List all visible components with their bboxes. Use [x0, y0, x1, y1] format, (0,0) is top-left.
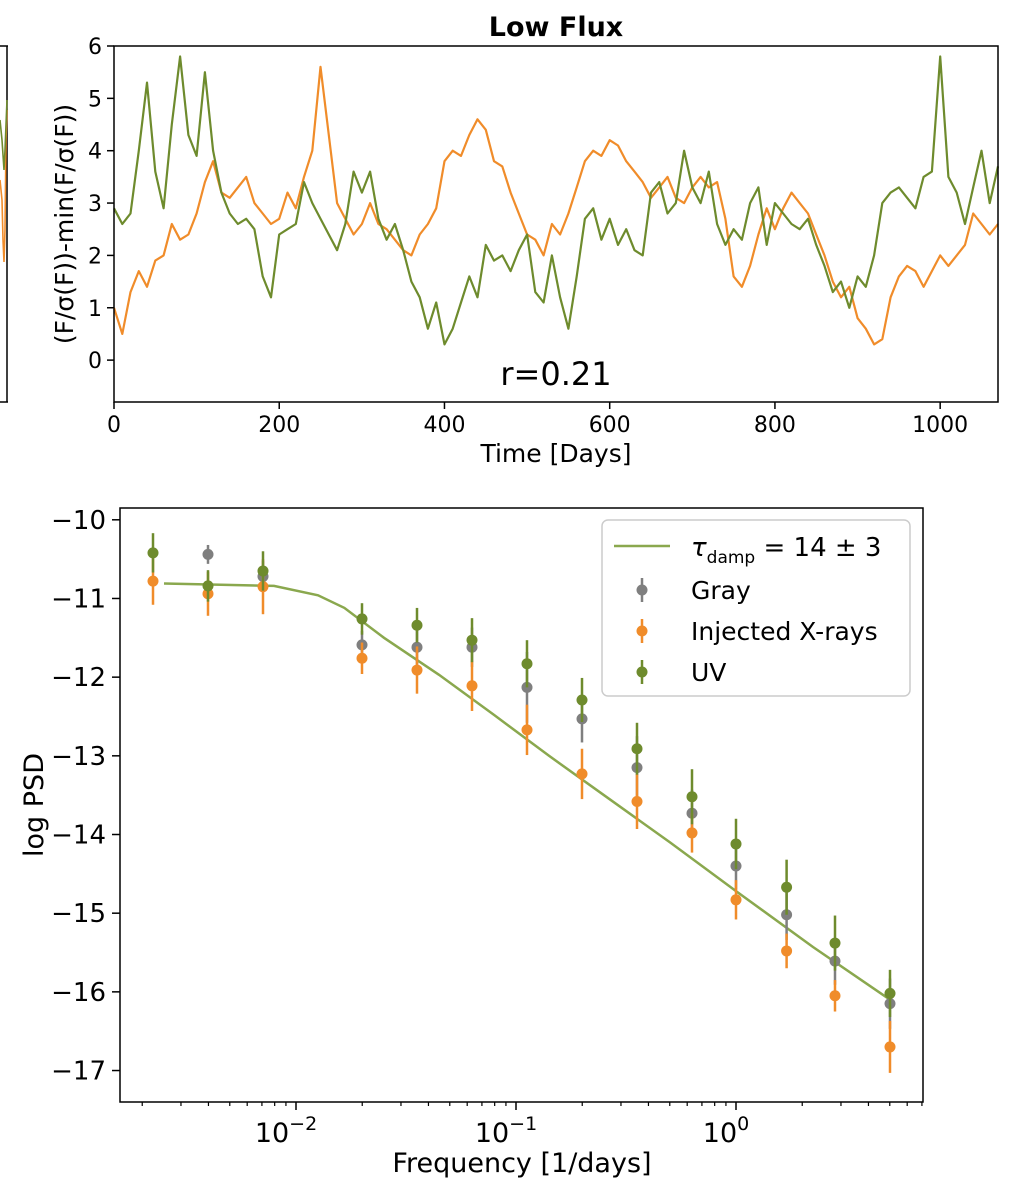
series-line-injected-x-rays — [112, 65, 999, 346]
legend-uv-marker — [636, 660, 648, 684]
data-point — [466, 634, 478, 646]
legend-frame — [601, 519, 911, 697]
data-point — [829, 937, 841, 949]
data-point — [631, 795, 643, 807]
legend-fit-label: τdamp = 14 ± 3 — [691, 533, 881, 568]
correlation-annotation: r=0.21 — [500, 355, 611, 393]
data-point — [356, 652, 368, 664]
top-y-tick-label: 1 — [88, 297, 102, 322]
legend-xray-marker — [636, 619, 648, 643]
bottom-y-tick-label: −17 — [51, 1057, 106, 1087]
bottom-plot-frame — [119, 507, 924, 1103]
bottom-y-ticks: −10 −11 −12 −13 −14 −15 −16 −17 — [51, 506, 120, 1087]
data-point — [576, 768, 588, 780]
top-x-ticks: 0 200 400 600 800 1000 — [107, 402, 968, 438]
bottom-y-tick-label: −16 — [51, 978, 106, 1008]
bottom-y-tick-label: −15 — [51, 899, 106, 929]
bottom-y-tick-label: −13 — [51, 742, 106, 772]
data-point — [202, 548, 214, 560]
neighbor-uv-fragment — [0, 99, 8, 171]
data-point — [730, 894, 742, 906]
bottom-y-axis-title: log PSD — [19, 753, 50, 857]
top-x-tick-label: 800 — [754, 413, 796, 438]
top-y-axis-title: (F/σ(F))-min(F/σ(F)) — [50, 104, 79, 344]
data-point — [686, 791, 698, 803]
data-point — [686, 827, 698, 839]
data-point — [521, 658, 533, 670]
psd-series — [147, 533, 896, 1073]
top-y-tick-label: 5 — [88, 87, 102, 112]
top-x-tick-label: 0 — [107, 413, 121, 438]
top-y-tick-label: 0 — [88, 349, 102, 374]
top-x-tick-label: 600 — [589, 413, 631, 438]
bottom-x-tick-label: 100 — [703, 1113, 749, 1149]
top-y-ticks: 0 1 2 3 4 5 6 — [88, 35, 114, 374]
data-point — [411, 664, 423, 676]
bottom-x-ticks: 10−2 10−1 100 — [141, 1102, 923, 1149]
data-point — [147, 575, 159, 587]
data-point — [781, 945, 793, 957]
data-point — [202, 580, 214, 592]
top-x-tick-label: 1000 — [912, 413, 968, 438]
top-y-tick-label: 3 — [88, 192, 102, 217]
top-x-tick-label: 200 — [258, 413, 300, 438]
light-curve-panel: Low Flux 0 200 400 600 800 1000 0 1 2 3 4 5 6 r=0.2… — [50, 12, 1000, 468]
data-point — [631, 743, 643, 755]
legend-gray-label: Gray — [691, 576, 751, 605]
data-point — [884, 1041, 896, 1053]
legend-gray-marker — [636, 578, 648, 602]
data-point — [781, 881, 793, 893]
top-y-tick-label: 2 — [88, 244, 102, 269]
data-point — [576, 694, 588, 706]
bottom-y-tick-label: −10 — [51, 506, 106, 536]
legend-xray-label: Injected X-rays — [691, 617, 878, 646]
bottom-x-tick-label: 10−1 — [475, 1113, 537, 1149]
series-uv — [147, 533, 896, 1018]
legend: τdamp = 14 ± 3 Gray Injected X-rays UV — [601, 519, 911, 697]
top-y-tick-label: 6 — [88, 35, 102, 60]
legend-uv-label: UV — [691, 658, 726, 687]
data-point — [411, 619, 423, 631]
series-line-uv — [113, 55, 1000, 346]
top-x-axis-title: Time [Days] — [479, 439, 631, 468]
data-point — [257, 565, 269, 577]
bottom-x-axis-title: Frequency [1/days] — [392, 1148, 651, 1179]
bottom-x-tick-label: 10−2 — [255, 1113, 317, 1149]
bottom-y-tick-label: −12 — [51, 663, 106, 693]
top-plot-frame — [113, 45, 999, 403]
panel-title: Low Flux — [489, 12, 623, 43]
data-point — [466, 680, 478, 692]
data-point — [730, 838, 742, 850]
psd-panel: 10−2 10−1 100 −10 −11 −12 −13 −14 −15 −16 −17 Fre… — [19, 506, 924, 1179]
data-point — [147, 547, 159, 559]
bottom-y-tick-label: −14 — [51, 821, 106, 851]
neighbor-panel-fragment — [0, 45, 8, 403]
top-series — [112, 55, 1000, 346]
data-point — [884, 987, 896, 999]
data-point — [521, 724, 533, 736]
data-point — [829, 990, 841, 1002]
bottom-y-tick-label: −11 — [51, 584, 106, 614]
top-y-tick-label: 4 — [88, 140, 102, 165]
data-point — [356, 613, 368, 625]
top-x-tick-label: 400 — [423, 413, 465, 438]
